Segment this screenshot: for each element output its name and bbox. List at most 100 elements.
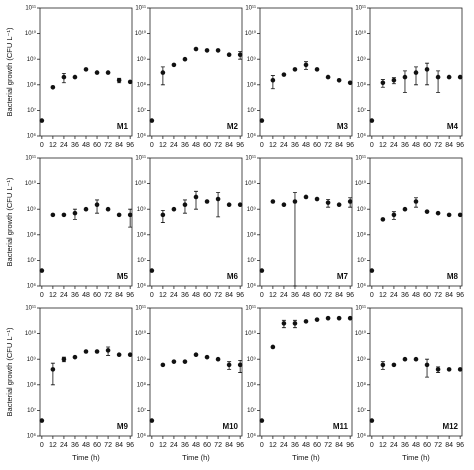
panel: 10⁶ 10⁷ 10⁸ 10⁹ 10¹⁰ 10¹¹ 0 12 24 36 48 60 72 84 96 M1 B…	[5, 6, 134, 149]
data-point	[325, 74, 331, 80]
x-tick-label: 60	[313, 142, 321, 149]
x-tick-label: 24	[60, 142, 68, 149]
y-tick-label: 10¹⁰	[355, 30, 367, 37]
y-tick-label: 10⁶	[357, 133, 367, 140]
y-tick-label: 10¹¹	[355, 156, 366, 162]
y-tick-label: 10¹¹	[135, 6, 146, 12]
x-tick-label: 84	[115, 142, 123, 149]
y-tick-label: 10⁷	[137, 257, 146, 264]
panel-title: M6	[227, 272, 239, 281]
data-point	[325, 315, 331, 321]
y-axis-label: Bacterial growth (CFU L⁻¹)	[5, 27, 14, 116]
y-tick-label: 10⁸	[137, 81, 147, 88]
x-tick-label: 84	[225, 142, 233, 149]
data-point	[402, 206, 408, 212]
panel: 10⁶ 10⁷ 10⁸ 10⁹ 10¹⁰ 10¹¹ 0 12 24 36 48 60 72 84 96 M5 B…	[5, 156, 134, 299]
data-point	[61, 356, 67, 362]
plot-frame	[39, 157, 133, 287]
data-point	[435, 367, 441, 372]
y-tick-label: 10¹¹	[355, 306, 366, 312]
x-tick-label: 72	[214, 292, 222, 299]
data-point	[94, 202, 100, 207]
y-tick-label: 10¹⁰	[245, 330, 257, 337]
data-point	[336, 202, 342, 207]
y-axis-label: Bacterial growth (CFU L⁻¹)	[5, 177, 14, 266]
panel: 10⁶ 10⁷ 10⁸ 10⁹ 10¹⁰ 10¹¹ 0 12 24 36 48 60 72 84 96 M8	[355, 156, 464, 299]
y-tick-label: 10⁸	[357, 381, 367, 388]
y-tick-label: 10⁷	[247, 107, 256, 114]
x-tick-label: 48	[412, 442, 420, 449]
x-tick-label: 12	[379, 442, 387, 449]
plot-frame	[39, 7, 133, 137]
x-tick-label: 72	[324, 142, 332, 149]
x-tick-label: 12	[379, 142, 387, 149]
data-point	[72, 354, 78, 360]
y-tick-label: 10¹¹	[25, 156, 36, 162]
data-point	[127, 212, 133, 218]
data-point	[61, 212, 67, 218]
y-tick-label: 10¹⁰	[25, 330, 37, 337]
x-tick-label: 48	[302, 292, 310, 299]
data-point	[314, 67, 320, 72]
y-tick-label: 10⁷	[27, 257, 36, 264]
data-point	[237, 202, 243, 207]
y-tick-label: 10⁹	[247, 356, 257, 363]
data-point	[424, 209, 430, 214]
data-point	[72, 74, 78, 80]
panel: 10⁶ 10⁷ 10⁸ 10⁹ 10¹⁰ 10¹¹ 0 12 24 36 48 60 72 84 96 M11…	[245, 306, 354, 462]
x-tick-label: 60	[93, 142, 101, 149]
y-tick-label: 10⁶	[137, 283, 147, 290]
y-tick-label: 10⁸	[247, 381, 257, 388]
data-point	[50, 367, 56, 372]
data-point	[413, 356, 419, 362]
data-point	[270, 199, 276, 204]
data-point	[424, 67, 430, 72]
x-tick-label: 96	[346, 142, 354, 149]
data-point	[314, 317, 320, 322]
y-tick-label: 10⁶	[357, 283, 367, 290]
x-tick-label: 12	[49, 142, 57, 149]
data-point	[435, 74, 441, 80]
data-point	[105, 348, 111, 353]
plot-frame	[259, 307, 353, 437]
y-axis-label: Bacterial growth (CFU L⁻¹)	[5, 327, 14, 416]
y-tick-label: 10⁹	[247, 206, 257, 213]
data-point	[149, 118, 155, 123]
data-point	[83, 67, 89, 72]
x-tick-label: 72	[104, 142, 112, 149]
panel-title: M10	[222, 422, 238, 431]
y-tick-label: 10⁸	[137, 381, 147, 388]
error-bar	[194, 190, 198, 210]
data-point	[215, 48, 221, 53]
data-point	[369, 118, 375, 123]
x-tick-label: 0	[150, 292, 154, 299]
panel-title: M9	[117, 422, 129, 431]
y-tick-label: 10⁹	[137, 56, 147, 63]
x-tick-label: 84	[115, 292, 123, 299]
data-point	[391, 77, 397, 83]
data-point	[116, 352, 122, 357]
data-point	[391, 212, 397, 218]
data-point	[369, 418, 375, 423]
x-tick-label: 48	[192, 142, 200, 149]
data-point	[435, 210, 441, 216]
y-tick-label: 10¹¹	[245, 156, 256, 162]
data-point	[380, 362, 386, 368]
data-point	[160, 70, 166, 75]
y-tick-label: 10⁷	[357, 407, 366, 414]
y-tick-label: 10⁶	[27, 433, 37, 440]
y-tick-label: 10⁶	[247, 133, 257, 140]
data-point	[259, 268, 265, 273]
data-point	[116, 77, 122, 83]
y-tick-label: 10⁸	[27, 231, 37, 238]
x-tick-label: 24	[170, 442, 178, 449]
x-tick-label: 0	[260, 292, 264, 299]
data-point	[446, 367, 452, 372]
data-point	[270, 344, 276, 350]
x-tick-label: 96	[126, 292, 134, 299]
y-tick-label: 10⁶	[247, 283, 257, 290]
y-tick-label: 10¹¹	[355, 6, 366, 12]
y-tick-label: 10⁶	[137, 133, 147, 140]
x-tick-label: 36	[401, 142, 409, 149]
x-tick-label: 60	[203, 142, 211, 149]
